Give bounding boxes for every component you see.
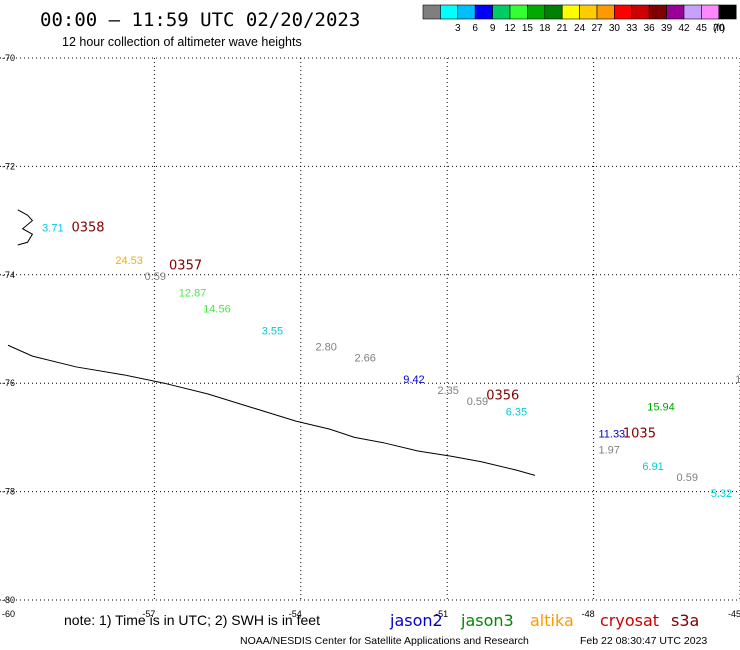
y-tick-label: -78 xyxy=(2,487,15,497)
color-bin-label: 42 xyxy=(678,23,690,34)
y-tick-label: -72 xyxy=(2,161,15,171)
corner-tick-label: -60 xyxy=(2,609,15,619)
map-subtitle: 12 hour collection of altimeter wave hei… xyxy=(62,35,302,49)
pass-time-labels: 0358 0357 0356 1035 xyxy=(71,220,656,441)
color-bin xyxy=(509,4,528,20)
map-grid xyxy=(0,57,740,601)
wave-height-label: 0.59 xyxy=(677,472,698,484)
color-bin-label: 30 xyxy=(609,23,621,34)
color-bin xyxy=(718,4,737,20)
color-bin xyxy=(440,4,459,20)
color-bin-label: 39 xyxy=(661,23,673,34)
wave-height-label: 2.35 xyxy=(437,385,458,397)
color-bin xyxy=(614,4,633,20)
wave-height-label: 3.55 xyxy=(262,325,283,337)
color-bin xyxy=(492,4,511,20)
coastline xyxy=(7,209,536,476)
color-bin xyxy=(561,4,580,20)
x-tick-label: -57 xyxy=(142,609,155,619)
footer-timestamp: Feb 22 08:30:47 UTC 2023 xyxy=(580,635,707,647)
color-scale-legend: 3 6 9 12 15 18 21 24 27 30 33 36 39 42 45 70 xyxy=(422,4,737,34)
x-tick-label: -48 xyxy=(582,609,595,619)
satellite-name: s3a xyxy=(671,611,699,630)
y-tick-label: -80 xyxy=(2,595,15,605)
wave-height-label: 2.66 xyxy=(354,353,375,365)
y-tick-label: -70 xyxy=(2,53,15,63)
color-bin-label: 6 xyxy=(472,23,478,34)
y-tick-label: -74 xyxy=(2,270,15,280)
color-bin-label: 3 xyxy=(455,23,461,34)
x-tick-label: -54 xyxy=(289,609,302,619)
color-bin-label: 9 xyxy=(490,23,496,34)
satellite-name: cryosat xyxy=(600,611,659,630)
wave-height-label: 9.42 xyxy=(403,374,424,386)
color-bin-label: 15 xyxy=(522,23,534,34)
wave-height-label: 15.94 xyxy=(647,401,675,413)
color-bin xyxy=(474,4,493,20)
color-bin xyxy=(648,4,667,20)
pass-time-label: 1035 xyxy=(623,426,656,441)
color-bin-label: 45 xyxy=(696,23,708,34)
color-bin xyxy=(701,4,720,20)
wave-height-points: 3.7124.530.5912.8714.563.552.802.669.422… xyxy=(42,222,740,500)
y-tick-label: -76 xyxy=(2,378,15,388)
wave-height-label: 12.87 xyxy=(179,287,207,299)
wave-height-label: 5.32 xyxy=(711,488,732,500)
wave-height-label: 6.35 xyxy=(506,407,527,419)
wave-height-label: 11.33 xyxy=(598,428,625,440)
wave-height-label: 24.53 xyxy=(115,255,143,267)
wave-height-label: 2.80 xyxy=(315,342,336,354)
color-bin xyxy=(544,4,563,20)
axis-tick-labels: -70 -72 -74 -76 -78 -80 -57 -54 -51 -48 -45 -60 xyxy=(2,53,740,619)
island-outline xyxy=(17,209,34,246)
wave-height-label: 1.45 xyxy=(735,374,740,386)
color-scale-unit: (ft) xyxy=(713,23,725,34)
coastline-path xyxy=(7,344,536,476)
color-bin xyxy=(683,4,702,20)
pass-time-label: 0356 xyxy=(486,388,519,403)
pass-time-label: 0357 xyxy=(169,258,202,273)
map-title: 00:00 – 11:59 UTC 02/20/2023 xyxy=(40,9,360,31)
wave-height-label: 3.71 xyxy=(42,222,63,234)
color-bin-label: 36 xyxy=(644,23,656,34)
wave-height-label: 0.59 xyxy=(145,271,166,283)
x-tick-label: -45 xyxy=(728,609,740,619)
pass-time-label: 0358 xyxy=(71,220,104,235)
color-bin xyxy=(579,4,598,20)
color-bin xyxy=(631,4,650,20)
color-bin xyxy=(422,4,441,20)
wave-height-label: 14.56 xyxy=(203,304,231,316)
wave-height-label: 0.59 xyxy=(467,396,488,408)
color-bin xyxy=(457,4,476,20)
color-bin-label: 33 xyxy=(626,23,638,34)
color-bin xyxy=(527,4,546,20)
footer-note: note: 1) Time is in UTC; 2) SWH is in fe… xyxy=(64,612,320,628)
color-bin-label: 70 xyxy=(713,23,725,34)
color-bin-label: 24 xyxy=(574,23,586,34)
color-bin-label: 21 xyxy=(557,23,569,34)
color-bin-label: 12 xyxy=(504,23,516,34)
color-bin xyxy=(596,4,615,20)
x-tick-label: -51 xyxy=(435,609,448,619)
footer-credit: NOAA/NESDIS Center for Satellite Applica… xyxy=(240,635,529,647)
color-bin-label: 27 xyxy=(591,23,603,34)
wave-height-label: 1.97 xyxy=(598,445,619,457)
color-bin xyxy=(666,4,685,20)
wave-height-label: 6.91 xyxy=(642,461,663,473)
satellite-name: altika xyxy=(530,611,574,630)
satellite-legend: jason2 jason3 altika cryosat s3a xyxy=(389,611,699,630)
satellite-name: jason2 xyxy=(389,611,443,630)
satellite-name: jason3 xyxy=(460,611,514,630)
color-bin-label: 18 xyxy=(539,23,551,34)
